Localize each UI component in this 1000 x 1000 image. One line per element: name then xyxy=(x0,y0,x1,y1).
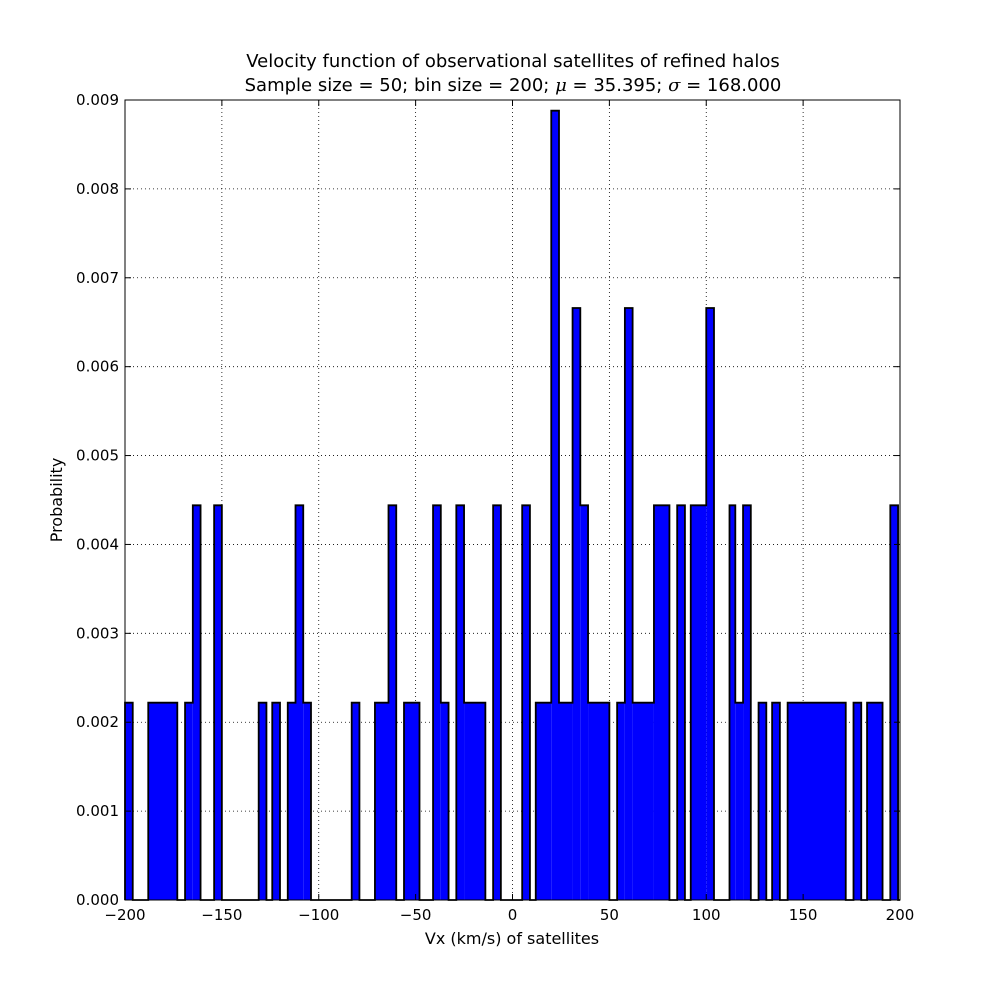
histogram-bar xyxy=(440,702,449,900)
y-tick-label: 0.009 xyxy=(76,91,119,109)
x-tick-label: −100 xyxy=(298,906,339,924)
y-tick-label: 0.006 xyxy=(76,358,119,376)
histogram-bar xyxy=(493,505,501,900)
x-tick-label: 50 xyxy=(600,906,619,924)
histogram-bar xyxy=(758,702,767,900)
sigma-value: = 168.000 xyxy=(680,75,781,96)
histogram-bar xyxy=(706,308,714,900)
histogram-bar xyxy=(456,505,465,900)
histogram-bar xyxy=(588,702,610,900)
histogram-bar xyxy=(617,702,625,900)
histogram-bar xyxy=(559,702,573,900)
histogram-bar xyxy=(551,110,559,900)
mu-symbol: μ xyxy=(555,75,567,96)
histogram-bar xyxy=(535,702,552,900)
histogram-bar xyxy=(303,702,311,900)
y-axis-label: Probability xyxy=(47,458,66,543)
histogram-bar xyxy=(572,308,581,900)
y-tick-label: 0.008 xyxy=(76,180,119,198)
histogram-bar xyxy=(690,505,707,900)
x-tick-label: 200 xyxy=(886,906,915,924)
histogram-bar xyxy=(272,702,280,900)
histogram-bar xyxy=(258,702,267,900)
tick-labels: −200 −150 −100 −50 0 50 100 150 200 0.000 0.001 0.0… xyxy=(76,91,914,924)
y-tick-label: 0.004 xyxy=(76,535,119,553)
histogram-bar xyxy=(772,702,780,900)
y-tick-label: 0.001 xyxy=(76,802,119,820)
histogram-bar xyxy=(351,702,360,900)
chart-title: Velocity function of observational satel… xyxy=(246,51,780,72)
histogram-bar xyxy=(787,702,846,900)
grid-lines xyxy=(125,100,900,900)
histogram-bar xyxy=(192,505,201,900)
sigma-symbol: σ xyxy=(668,75,681,96)
histogram-bar xyxy=(580,505,589,900)
chart-subtitle: Sample size = 50; bin size = 200; μ = 35… xyxy=(245,75,782,96)
plot-frame xyxy=(124,99,901,901)
histogram-bar xyxy=(388,505,397,900)
histogram-bar xyxy=(295,505,304,900)
histogram-bar xyxy=(374,702,389,900)
y-tick-label: 0.007 xyxy=(76,269,119,287)
histogram-bar xyxy=(464,702,486,900)
x-axis-label: Vx (km/s) of satellites xyxy=(425,929,599,948)
histogram-bar xyxy=(653,505,670,900)
subtitle-prefix: Sample size = 50; bin size = 200; xyxy=(245,75,555,96)
y-tick-label: 0.005 xyxy=(76,447,119,465)
histogram-bar xyxy=(522,505,530,900)
x-tick-label: −150 xyxy=(201,906,242,924)
histogram-bar xyxy=(735,702,744,900)
histogram-bar xyxy=(677,505,685,900)
histogram-bar xyxy=(404,702,420,900)
histogram-outline xyxy=(124,109,900,901)
x-tick-label: −50 xyxy=(400,906,432,924)
mu-value: = 35.395; xyxy=(567,75,668,96)
histogram-bar xyxy=(729,505,736,900)
histogram-bar xyxy=(125,702,133,900)
histogram-bar xyxy=(853,702,862,900)
x-tick-label: 100 xyxy=(692,906,721,924)
histogram-bar xyxy=(185,702,193,900)
y-tick-label: 0.003 xyxy=(76,624,119,642)
histogram-bars xyxy=(124,109,900,901)
histogram-bar xyxy=(287,702,296,900)
histogram-bar xyxy=(890,505,899,900)
y-tick-label: 0.000 xyxy=(76,891,119,909)
histogram-bar xyxy=(867,702,883,900)
histogram-bar xyxy=(148,702,178,900)
x-tick-label: −200 xyxy=(104,906,145,924)
histogram-bar xyxy=(743,505,751,900)
x-tick-label: 0 xyxy=(508,906,518,924)
histogram-bar xyxy=(632,702,654,900)
x-tick-label: 150 xyxy=(789,906,818,924)
y-tick-label: 0.002 xyxy=(76,713,119,731)
histogram-bar xyxy=(433,505,441,900)
histogram-bar xyxy=(214,505,222,900)
histogram-bar xyxy=(624,308,633,900)
